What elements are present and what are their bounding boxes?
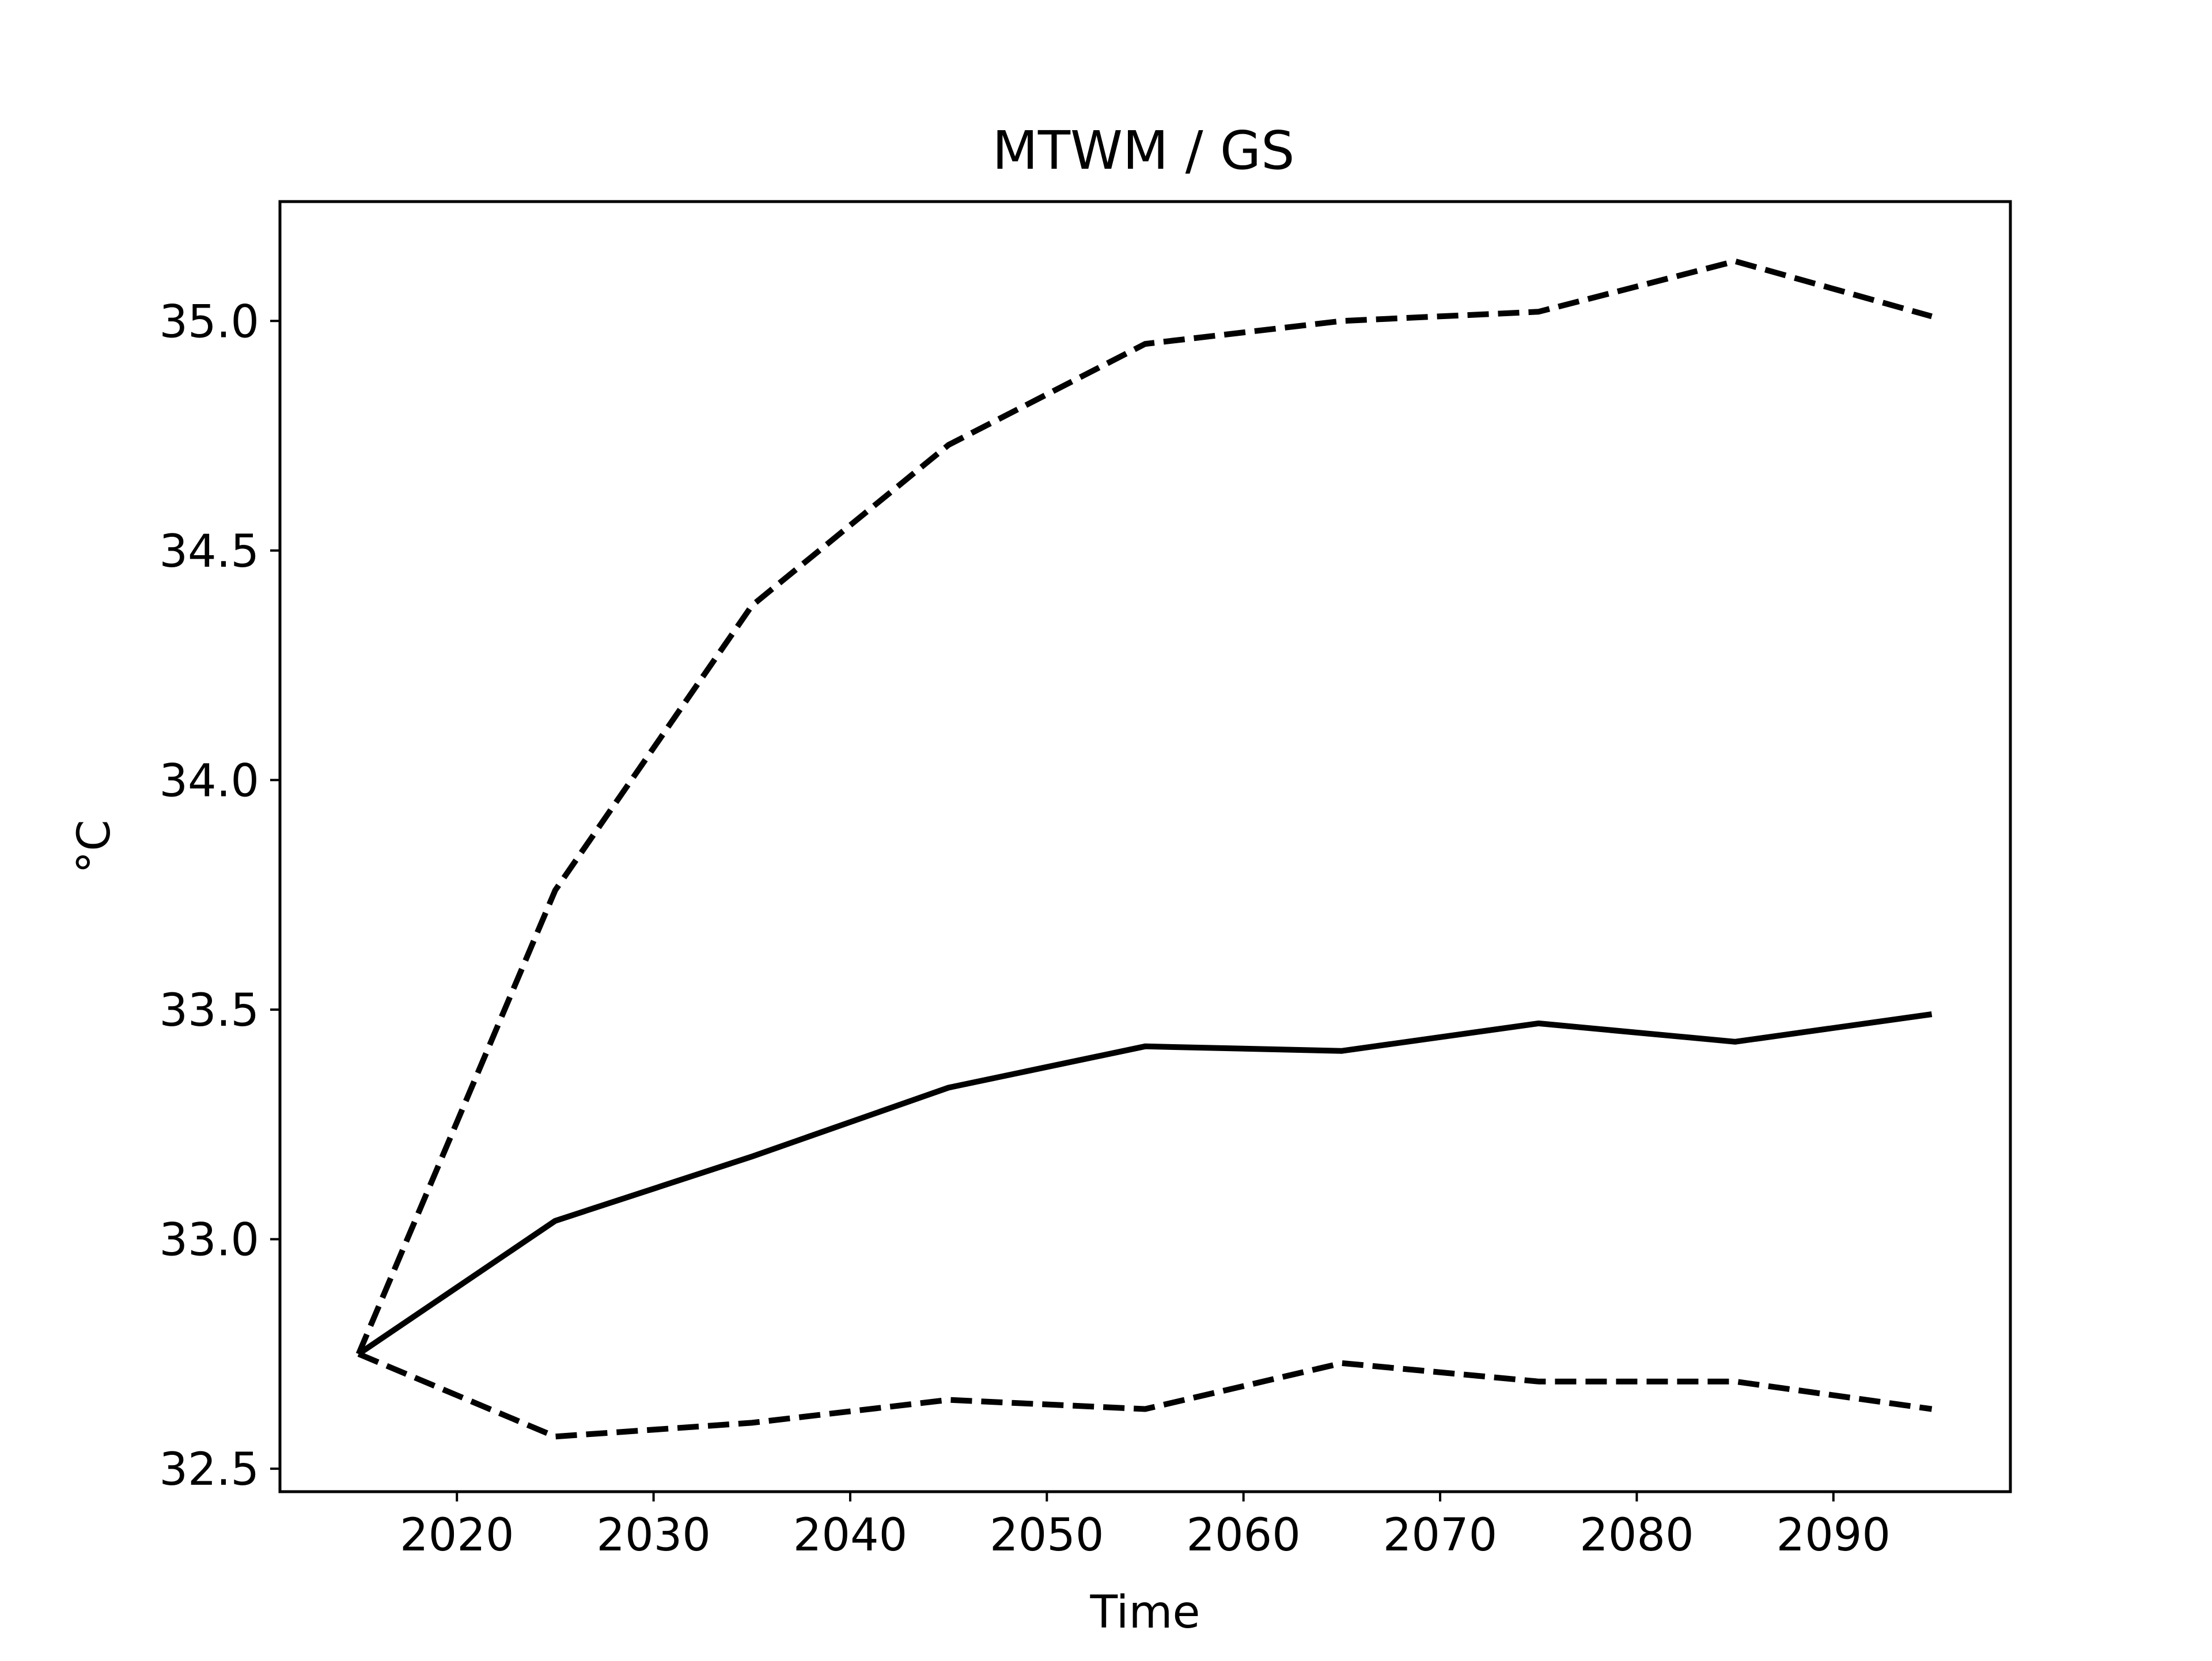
x-tick-label: 2090: [1777, 1510, 1891, 1561]
y-axis-label: °C: [69, 820, 120, 873]
x-tick-label: 2040: [793, 1510, 908, 1561]
plot-area-frame: [278, 200, 2012, 1493]
upper-bound-line: [355, 258, 1933, 1355]
y-tick-label: 33.5: [159, 985, 259, 1037]
y-tick-label: 32.5: [159, 1444, 259, 1496]
y-tick-label: 35.0: [159, 296, 259, 348]
y-tick-label: 33.0: [159, 1215, 259, 1266]
x-tick-label: 2020: [400, 1510, 514, 1561]
y-tick-label: 34.0: [159, 755, 259, 807]
y-axis-ticks: 32.5 33.0 33.5 34.0 34.5 35.0: [159, 296, 280, 1496]
series-layer: [355, 258, 1933, 1440]
x-tick-label: 2050: [990, 1510, 1104, 1561]
lower-bound-line: [357, 1351, 1933, 1440]
chart-title: MTWM / GS: [992, 120, 1294, 181]
y-tick-label: 34.5: [159, 526, 259, 578]
x-tick-label: 2070: [1383, 1510, 1498, 1561]
x-axis-label: Time: [1090, 1587, 1200, 1639]
x-tick-label: 2030: [596, 1510, 711, 1561]
mean-line: [357, 1011, 1933, 1357]
x-axis-ticks: 2020 2030 2040 2050 2060 2070 2080 2090: [400, 1492, 1891, 1561]
x-tick-label: 2080: [1580, 1510, 1694, 1561]
x-tick-label: 2060: [1186, 1510, 1301, 1561]
